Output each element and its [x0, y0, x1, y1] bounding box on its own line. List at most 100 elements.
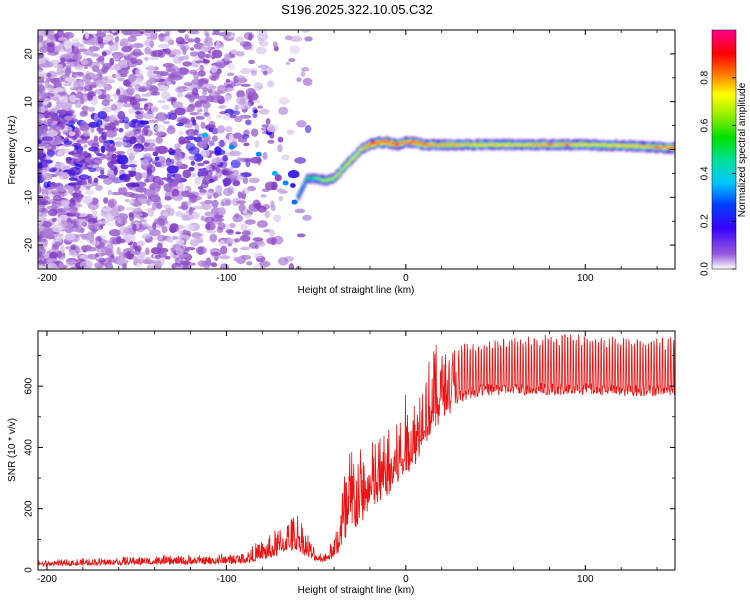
- spectrogram-cell: [197, 162, 205, 167]
- spectrogram-cell: [245, 119, 252, 126]
- spectrogram-cell: [286, 129, 295, 135]
- spectrogram-cell: [239, 234, 251, 242]
- spectrogram-cell: [137, 198, 144, 203]
- spectrogram-cell: [54, 104, 61, 111]
- spectrogram-cell: [217, 41, 225, 48]
- spectrogram-cell: [130, 57, 138, 64]
- spectrogram-cell: [163, 30, 172, 34]
- colorbar-gradient: [711, 29, 737, 270]
- spectrogram-cell: [111, 238, 121, 245]
- spectrogram-cell: [205, 223, 211, 231]
- spectrogram-ridge-cell: [415, 141, 418, 143]
- spectrogram-cell: [223, 187, 233, 197]
- spectrogram-ridge-cell: [388, 141, 392, 143]
- spectrogram-cell: [65, 209, 75, 213]
- spectrogram-ridge-cell: [347, 162, 351, 164]
- spectrogram-cell: [76, 218, 86, 227]
- spectrogram-cell: [38, 206, 42, 214]
- spectrogram-cell: [182, 61, 193, 67]
- spectrogram-ridge-cell: [321, 178, 325, 181]
- spectrogram-cell: [43, 229, 55, 238]
- spectrogram-cell: [264, 210, 270, 219]
- spectrogram-cell: [235, 231, 242, 235]
- spectrogram-cell: [59, 95, 69, 104]
- spectrogram-cell: [127, 164, 138, 168]
- spectrogram-cell: [193, 37, 201, 44]
- spectrogram-cell: [90, 37, 99, 46]
- spectrogram-cell: [148, 57, 159, 60]
- spectrogram-cell: [296, 233, 306, 238]
- spectrogram-cell: [38, 113, 43, 120]
- spectrogram-cell: [236, 157, 243, 162]
- spectrogram-cell: [116, 217, 122, 224]
- spectrogram-cell: [245, 87, 256, 97]
- spectrogram-cell: [184, 34, 189, 40]
- spectrogram-cell: [158, 85, 169, 92]
- snr-x-axis-label: Height of straight line (km): [298, 585, 415, 596]
- spectrogram-cell: [284, 35, 293, 41]
- spectrogram-ridge-cell: [532, 144, 536, 147]
- spectrogram-background-scatter: [38, 30, 313, 269]
- spectrogram-ridge-peak: [421, 142, 427, 145]
- spectrogram-cell: [223, 95, 232, 102]
- spectrogram-cell: [38, 149, 45, 157]
- spectrogram-ridge-peak: [383, 141, 389, 144]
- spectrogram-cell: [154, 161, 162, 168]
- spectrogram-ridge-cell: [542, 142, 546, 145]
- spectrogram-cell: [112, 51, 124, 60]
- spectrogram-bright-cell: [271, 170, 278, 176]
- spectrogram-cell: [215, 167, 221, 173]
- spectrogram-cell: [56, 217, 62, 222]
- spectrogram-cell: [61, 147, 66, 154]
- spectrogram-ridge-cell: [640, 145, 643, 148]
- spectrogram-cell: [257, 64, 269, 69]
- spectrogram-cell: [272, 41, 278, 48]
- spectrogram-cell: [62, 82, 72, 87]
- spectrogram-cell: [114, 63, 123, 72]
- spectrogram-cell: [38, 80, 45, 84]
- spectrogram-cell: [169, 112, 178, 120]
- spectrogram-cell: [102, 207, 113, 212]
- spectrogram-cell: [166, 81, 172, 86]
- spectrogram-cell: [87, 164, 99, 168]
- spectrogram-cell: [68, 131, 76, 136]
- spectrogram-cell: [67, 110, 74, 114]
- spectrogram-cell: [61, 172, 69, 180]
- spectrogram-ridge-peak: [408, 141, 414, 144]
- spectrogram-cell: [225, 78, 231, 83]
- spectrogram-cell: [232, 138, 238, 147]
- spectrogram-ridge-cell: [335, 175, 339, 177]
- spectrogram-cell: [184, 87, 194, 91]
- spectrogram-cell: [200, 149, 210, 158]
- spectrogram-cell: [146, 174, 156, 183]
- spectrogram-cell: [73, 54, 78, 61]
- spectrogram-cell: [122, 263, 127, 269]
- spectrogram-cell: [123, 88, 134, 97]
- spectrogram-cell: [102, 75, 114, 83]
- spectrogram-cell: [65, 246, 72, 250]
- spectrogram-cell: [59, 245, 65, 254]
- spectrogram-cell: [241, 254, 252, 260]
- spectrogram-cell: [181, 189, 190, 198]
- spectrogram-cell: [98, 94, 107, 100]
- spectrogram-cell: [288, 263, 295, 269]
- spectrogram-cell: [203, 142, 208, 149]
- spectrogram-cell: [237, 191, 242, 199]
- spectrogram-cell: [304, 36, 313, 42]
- spectrogram-cell: [152, 151, 159, 157]
- spectrogram-cell: [209, 178, 215, 183]
- spectrogram-cell: [236, 75, 246, 81]
- spectrogram-cell: [106, 263, 112, 269]
- spectrogram-ridge-cell: [605, 145, 609, 147]
- spectrogram-cell: [233, 256, 238, 262]
- spectrogram-cell: [194, 101, 202, 108]
- spectrogram-cell: [195, 60, 204, 64]
- spectrogram-ridge-cell: [500, 145, 504, 147]
- snr-y-tick-label: 600: [24, 377, 35, 394]
- spectrogram-cell: [88, 167, 96, 173]
- spectrogram-cell: [217, 207, 226, 216]
- spectrogram-y-tick-label: -20: [24, 237, 35, 252]
- spectrogram-cell: [86, 186, 91, 191]
- spectrogram-cell: [92, 65, 100, 73]
- spectrogram-cell: [150, 105, 159, 113]
